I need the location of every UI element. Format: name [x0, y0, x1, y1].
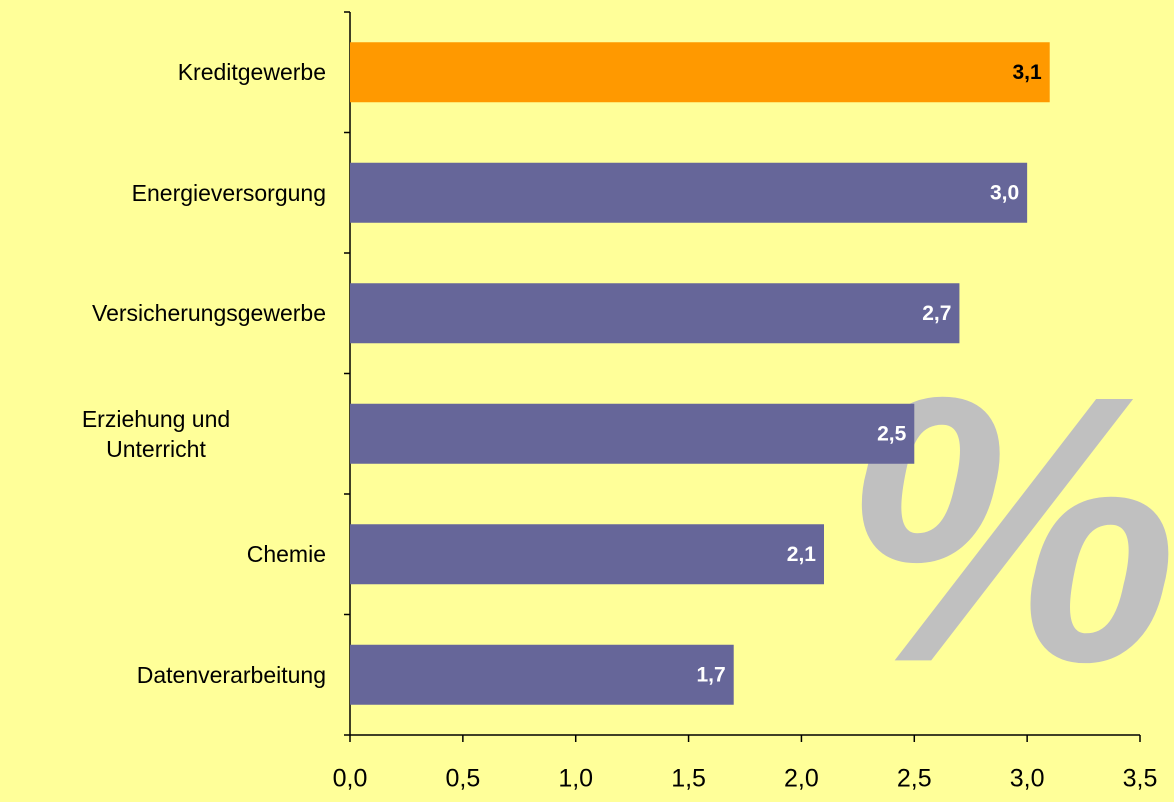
x-tick-label: 0,0 — [333, 765, 368, 793]
x-tick-label: 1,0 — [558, 765, 593, 793]
x-tick-label: 2,0 — [784, 765, 819, 793]
category-label: Datenverarbeitung — [136, 661, 326, 688]
category-label: Energieversorgung — [131, 179, 326, 206]
x-tick-label: 3,0 — [1010, 765, 1045, 793]
value-label: 1,7 — [697, 663, 726, 686]
value-label: 2,5 — [877, 422, 907, 445]
category-label: Chemie — [246, 541, 326, 568]
watermark: % — [841, 316, 1174, 741]
category-label: Versicherungsgewerbe — [92, 300, 326, 327]
bar — [350, 403, 915, 464]
x-tick-label: 1,5 — [671, 765, 706, 793]
value-label: 2,1 — [787, 543, 817, 566]
x-tick-label: 0,5 — [445, 765, 480, 793]
category-label: Erziehung und Unterricht — [81, 405, 231, 462]
bar — [350, 42, 1050, 103]
x-tick-label: 3,5 — [1123, 765, 1158, 793]
bar — [350, 644, 734, 705]
value-label: 3,0 — [990, 181, 1019, 204]
value-label: 2,7 — [922, 302, 951, 325]
bar — [350, 524, 824, 585]
value-label: 3,1 — [1013, 61, 1043, 84]
bar — [350, 162, 1028, 223]
x-tick-label: 2,5 — [897, 765, 932, 793]
category-label: Kreditgewerbe — [177, 59, 326, 86]
bar — [350, 283, 960, 344]
